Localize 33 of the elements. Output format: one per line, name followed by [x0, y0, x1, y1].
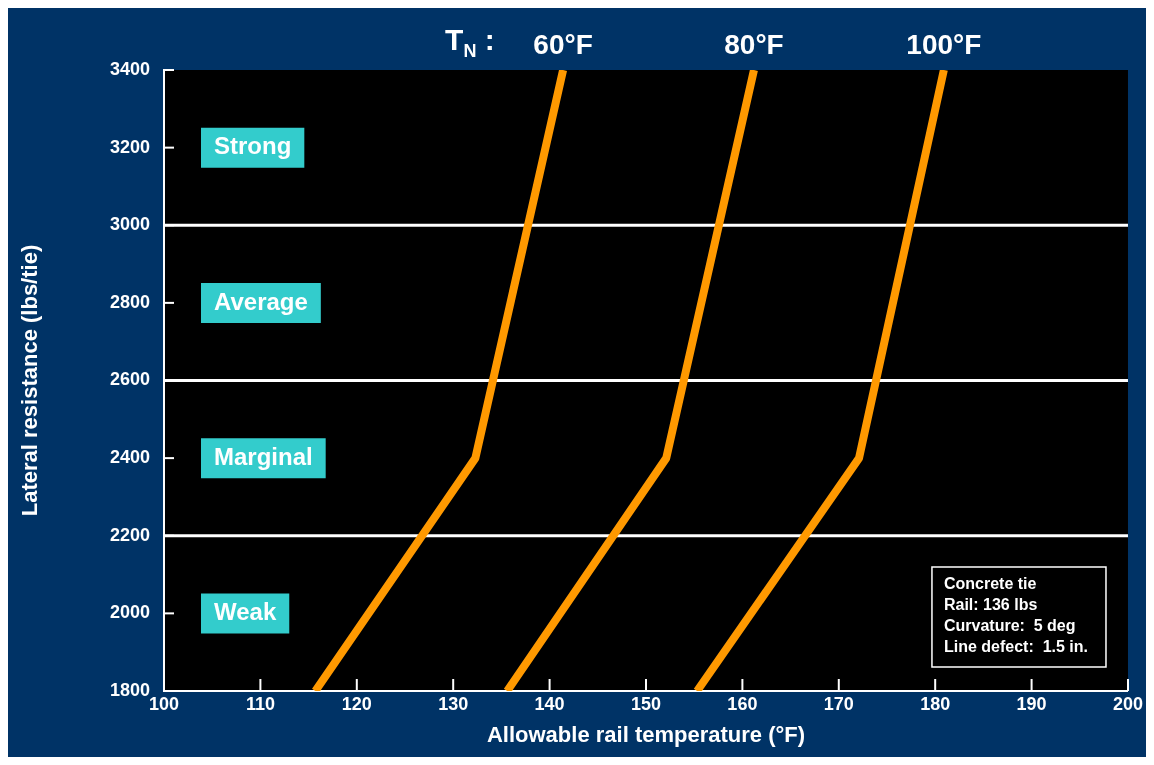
series-label: 100°F [906, 28, 982, 60]
x-tick-label: 180 [920, 693, 951, 714]
annotation: Average [214, 287, 308, 315]
y-tick-label: 2200 [109, 524, 150, 545]
y-axis-title: Lateral resistance (lbs/tie) [17, 244, 43, 517]
x-tick-label: 170 [823, 693, 854, 714]
series-label: 80°F [724, 28, 784, 60]
y-tick-label: 3400 [109, 58, 150, 79]
y-tick-label: 2800 [109, 291, 150, 312]
x-tick-label: 200 [1112, 693, 1144, 714]
annotation: Line defect: 1.5 in. [943, 638, 1088, 656]
series-label: 60°F [533, 28, 593, 60]
x-tick-label: 130 [438, 693, 469, 714]
y-tick-label: 2400 [109, 447, 150, 468]
x-tick-label: 190 [1016, 693, 1047, 714]
x-axis-title: Allowable rail temperature (°F) [486, 721, 806, 747]
annotation: Strong [214, 132, 292, 160]
y-tick-label: 1800 [109, 679, 150, 700]
annotation: Curvature: 5 deg [943, 617, 1076, 635]
annotation: Concrete tie [943, 575, 1037, 593]
y-tick-label: 3000 [109, 214, 150, 235]
x-tick-label: 140 [534, 693, 565, 714]
annotation: Weak [214, 598, 277, 625]
y-tick-label: 3200 [109, 136, 150, 157]
x-tick-label: 100 [148, 693, 180, 714]
x-tick-label: 160 [727, 693, 758, 714]
x-tick-label: 120 [341, 693, 372, 714]
y-tick-label: 2600 [109, 369, 150, 390]
annotation: Marginal [214, 442, 313, 470]
y-tick-label: 2000 [109, 602, 150, 623]
annotation: Rail: 136 lbs [943, 596, 1038, 614]
x-tick-label: 150 [630, 693, 662, 714]
x-tick-label: 110 [245, 693, 275, 714]
